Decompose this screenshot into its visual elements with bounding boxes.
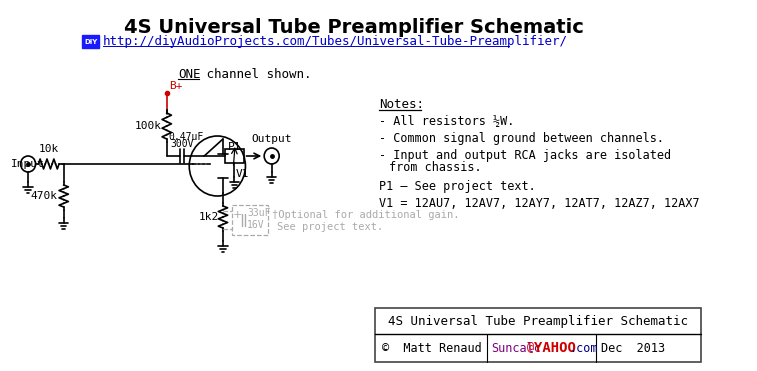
- Text: ©  Matt Renaud: © Matt Renaud: [382, 341, 482, 355]
- Text: See project text.: See project text.: [277, 222, 384, 232]
- Text: DIY: DIY: [84, 39, 98, 45]
- Text: B+: B+: [170, 81, 183, 91]
- Text: 33uF: 33uF: [248, 208, 271, 218]
- Text: +: +: [232, 210, 241, 220]
- Text: V1: V1: [236, 169, 250, 179]
- Text: Suncalc: Suncalc: [491, 341, 540, 355]
- Bar: [375, 308, 701, 362]
- Text: - Input and output RCA jacks are isolated: - Input and output RCA jacks are isolate…: [379, 149, 671, 162]
- Text: 10k: 10k: [39, 144, 59, 154]
- Text: from chassis.: from chassis.: [389, 161, 481, 174]
- Text: 4S Universal Tube Preamplifier Schematic: 4S Universal Tube Preamplifier Schematic: [124, 18, 584, 37]
- Text: †Optional for additional gain.: †Optional for additional gain.: [272, 210, 459, 220]
- Bar: [225, 149, 244, 163]
- Text: - All resistors ½W.: - All resistors ½W.: [379, 115, 515, 128]
- Text: Dec  2013: Dec 2013: [602, 341, 665, 355]
- Text: 100k: 100k: [135, 121, 162, 131]
- Text: V1 = 12AU7, 12AV7, 12AY7, 12AT7, 12AZ7, 12AX7: V1 = 12AU7, 12AV7, 12AY7, 12AT7, 12AZ7, …: [379, 197, 700, 210]
- Text: 470k: 470k: [30, 191, 57, 201]
- Bar: [232, 205, 268, 235]
- Text: P1 – See project text.: P1 – See project text.: [379, 180, 536, 193]
- Text: - Common signal ground between channels.: - Common signal ground between channels.: [379, 132, 665, 145]
- Text: Output: Output: [251, 134, 292, 144]
- Text: @: @: [527, 341, 534, 355]
- Text: ONE: ONE: [178, 68, 201, 81]
- Text: channel shown.: channel shown.: [198, 68, 311, 81]
- Text: 1k2: 1k2: [198, 212, 219, 222]
- Text: Input: Input: [11, 159, 45, 169]
- Text: YAHOO: YAHOO: [534, 341, 576, 355]
- Bar: [83, 35, 99, 48]
- Text: .com: .com: [569, 341, 598, 355]
- Text: 0.47uF: 0.47uF: [169, 132, 204, 142]
- Text: 4S Universal Tube Preamplifier Schematic: 4S Universal Tube Preamplifier Schematic: [388, 315, 688, 328]
- Text: http://diyAudioProjects.com/Tubes/Universal-Tube-Preamplifier/: http://diyAudioProjects.com/Tubes/Univer…: [103, 35, 568, 48]
- Text: P1: P1: [227, 142, 241, 152]
- Text: Notes:: Notes:: [379, 98, 425, 111]
- Text: 16V: 16V: [248, 220, 265, 230]
- Text: 300V: 300V: [170, 139, 194, 149]
